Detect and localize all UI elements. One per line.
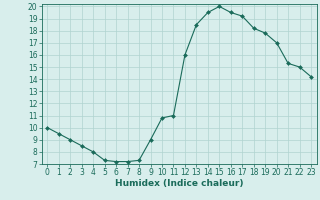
X-axis label: Humidex (Indice chaleur): Humidex (Indice chaleur) xyxy=(115,179,244,188)
